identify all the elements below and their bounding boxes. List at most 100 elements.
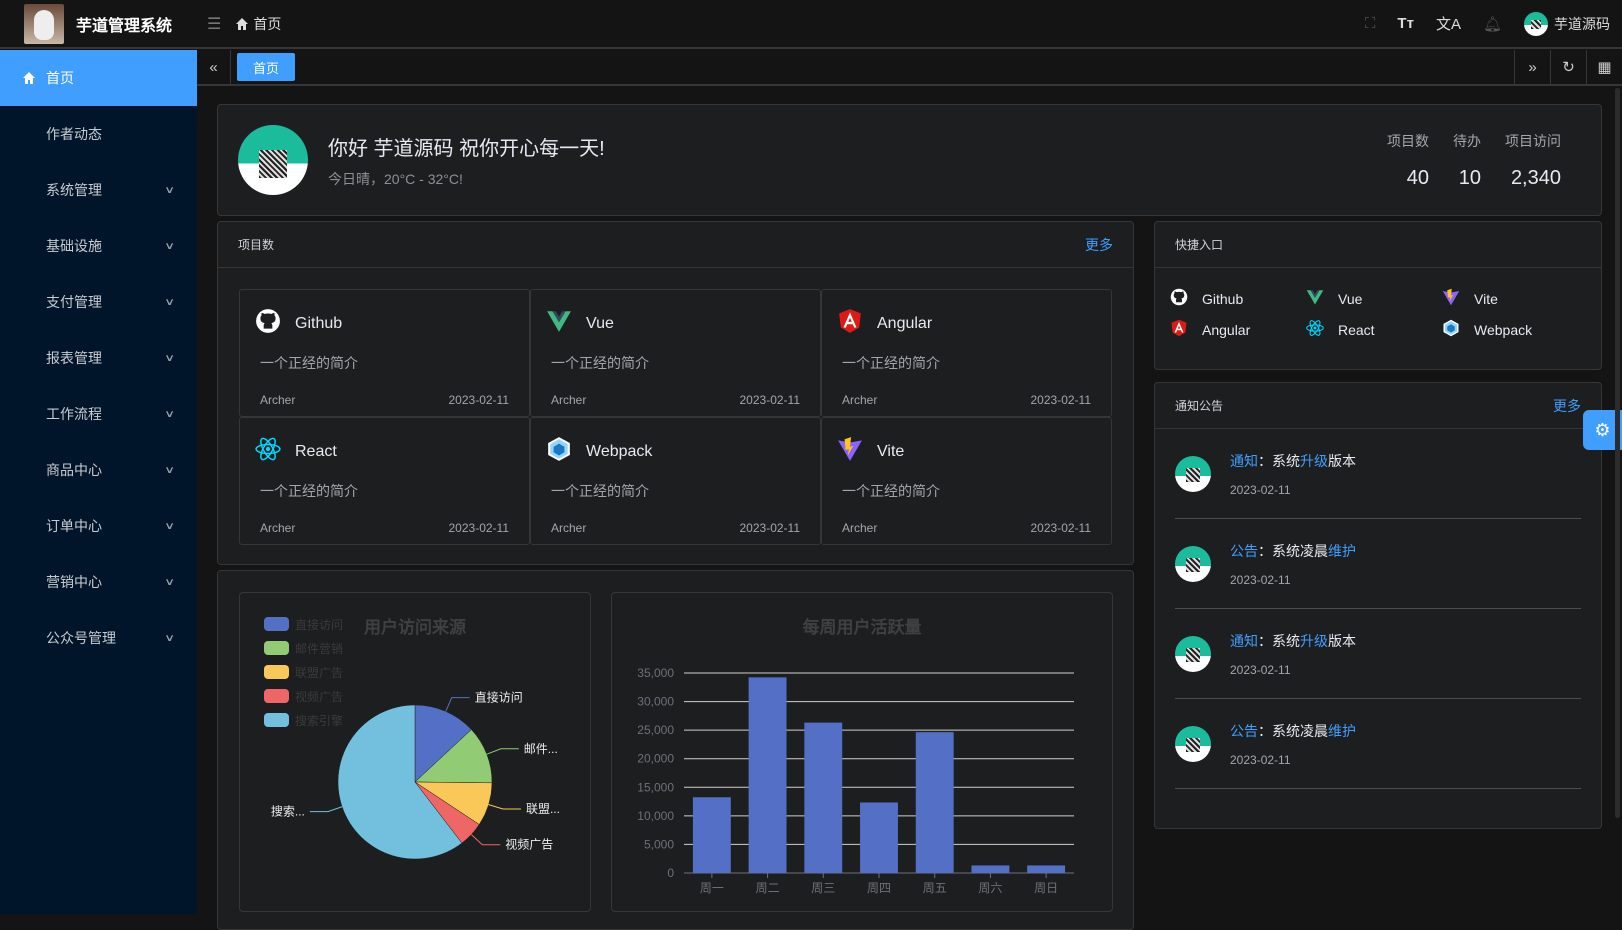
- pie-slice: [414, 729, 493, 784]
- scrollbar[interactable]: [1615, 88, 1620, 818]
- pie-label: 搜索...: [271, 804, 305, 819]
- pie-chart: 用户访问来源直接访问直接访问邮件营销邮件...联盟广告联盟...视频广告视频广告…: [264, 617, 560, 860]
- sidebar-item[interactable]: 基础设施 ∨: [0, 218, 197, 274]
- user-menu[interactable]: 芋道源码: [1524, 11, 1610, 36]
- welcome-card: 你好 芋道源码 祝你开心每一天! 今日晴，20°C - 32°C! 项目数 40 …: [217, 104, 1602, 216]
- sidebar-item[interactable]: 商品中心 ∨: [0, 442, 197, 498]
- quick-entry-item[interactable]: Vue: [1306, 288, 1442, 309]
- project-author: Archer: [551, 393, 587, 407]
- project-name: React: [295, 442, 337, 460]
- sidebar-item-label: 订单中心: [46, 518, 102, 534]
- sidebar: 首页 作者动态 系统管理 ∨ 基础设施 ∨ 支付管理 ∨ 报表管理 ∨ 工作流程 ∨ 商品中心 ∨ 订单中心…: [0, 50, 197, 914]
- sidebar-item[interactable]: 订单中心 ∨: [0, 498, 197, 554]
- project-desc: 一个正经的简介: [551, 355, 649, 371]
- user-name: 芋道源码: [1554, 15, 1610, 32]
- projects-title: 项目数: [238, 238, 275, 252]
- app-title: 芋道管理系统: [76, 17, 173, 35]
- stat-visits: 项目访问 2,340: [1505, 132, 1561, 189]
- project-name: Vue: [586, 314, 614, 332]
- notice-more-link[interactable]: 更多: [1553, 397, 1581, 414]
- quick-entry-label: React: [1338, 321, 1375, 338]
- notice-item[interactable]: 公告：系统凌晨维护 2023-02-11: [1175, 519, 1581, 609]
- project-date: 2023-02-11: [1030, 521, 1092, 535]
- refresh-icon[interactable]: ↻: [1550, 50, 1586, 84]
- y-tick-label: 30,000: [637, 695, 674, 709]
- breadcrumb[interactable]: 首页: [235, 14, 281, 34]
- sidebar-item[interactable]: 系统管理 ∨: [0, 162, 197, 218]
- pie-label-line: [445, 697, 470, 712]
- react-icon: [1306, 319, 1324, 340]
- bar: [971, 865, 1010, 873]
- y-tick-label: 20,000: [637, 752, 674, 766]
- webpack-icon: [546, 436, 572, 467]
- notice-type[interactable]: 通知: [1230, 632, 1258, 649]
- chevron-down-icon: ∨: [163, 184, 175, 196]
- logo[interactable]: 芋道管理系统: [0, 3, 197, 44]
- font-size-icon[interactable]: Tт: [1397, 15, 1414, 32]
- project-name: Vite: [877, 442, 905, 460]
- quick-entry-item[interactable]: Angular: [1170, 319, 1306, 340]
- bar: [860, 802, 898, 873]
- quick-entry-item[interactable]: Webpack: [1442, 319, 1578, 340]
- scroll-left-icon[interactable]: «: [197, 50, 231, 84]
- pie-label-line: [470, 834, 501, 846]
- bell-icon[interactable]: 🔔︎: [1482, 15, 1502, 33]
- notice-item[interactable]: 通知：系统升级版本 2023-02-11: [1175, 609, 1581, 699]
- breadcrumb-item[interactable]: 首页: [253, 15, 282, 32]
- sidebar-item-label: 作者动态: [46, 126, 102, 142]
- project-card[interactable]: React 一个正经的简介 Archer 2023-02-11: [239, 417, 530, 545]
- project-date: 2023-02-11: [1030, 393, 1092, 407]
- translate-icon[interactable]: 文A: [1435, 16, 1461, 33]
- notice-card: 通知公告 更多 通知：系统升级版本 2023-02-11 公告：系统凌晨维护 2023-…: [1154, 382, 1602, 829]
- sidebar-item[interactable]: 公众号管理 ∨: [0, 610, 197, 666]
- top-header: 芋道管理系统 ☰ 首页 ⛶ Tт 文A 🔔︎ 芋道源码: [0, 0, 1622, 49]
- tab-bar: « 首页 » ↻ ▦: [197, 50, 1622, 86]
- quick-entry-item[interactable]: Vite: [1442, 288, 1578, 309]
- menu-fold-icon[interactable]: ☰: [207, 15, 222, 33]
- notice-type[interactable]: 通知: [1230, 452, 1258, 469]
- project-card[interactable]: Vite 一个正经的简介 Archer 2023-02-11: [821, 417, 1112, 545]
- notice-item[interactable]: 通知：系统升级版本 2023-02-11: [1175, 429, 1581, 519]
- angular-icon: [837, 308, 863, 339]
- pie-slice: [414, 704, 472, 783]
- project-card[interactable]: Github 一个正经的简介 Archer 2023-02-11: [239, 289, 530, 417]
- charts-card: 用户访问来源 直接访问 直接访问 邮件营销 邮件... 联盟广告 联盟... 视频广告 视频广告…: [217, 570, 1134, 930]
- sidebar-item-label: 报表管理: [46, 350, 102, 366]
- tab-home[interactable]: 首页: [237, 53, 296, 81]
- bar-title: 每周用户活跃量: [803, 617, 922, 637]
- sidebar-item[interactable]: 作者动态: [0, 106, 197, 162]
- project-card[interactable]: Angular 一个正经的简介 Archer 2023-02-11: [821, 289, 1112, 417]
- project-date: 2023-02-11: [448, 521, 510, 535]
- fullscreen-icon[interactable]: ⛶: [1364, 15, 1376, 32]
- quick-entry-label: Vue: [1338, 290, 1363, 307]
- project-name: Github: [295, 314, 343, 332]
- sidebar-item-label: 工作流程: [46, 406, 102, 422]
- bar: [915, 732, 954, 873]
- sidebar-item[interactable]: 支付管理 ∨: [0, 274, 197, 330]
- sidebar-item[interactable]: 工作流程 ∨: [0, 386, 197, 442]
- pie-label: 邮件...: [524, 742, 558, 756]
- logo-image: [24, 3, 64, 44]
- sidebar-item[interactable]: 首页: [0, 50, 197, 106]
- chevron-down-icon: ∨: [163, 296, 175, 308]
- project-card[interactable]: Vue 一个正经的简介 Archer 2023-02-11: [530, 289, 821, 417]
- notice-type[interactable]: 公告: [1230, 722, 1258, 739]
- sidebar-item[interactable]: 营销中心 ∨: [0, 554, 197, 610]
- avatar: [1175, 635, 1211, 672]
- react-icon: [255, 436, 281, 467]
- sidebar-item-label: 营销中心: [46, 574, 102, 590]
- quick-entry-item[interactable]: React: [1306, 319, 1442, 340]
- quick-entry-item[interactable]: Github: [1170, 288, 1306, 309]
- projects-more-link[interactable]: 更多: [1085, 236, 1113, 253]
- legend-label: 直接访问: [295, 617, 343, 632]
- y-tick-label: 5,000: [644, 837, 674, 851]
- scroll-right-icon[interactable]: »: [1514, 50, 1550, 84]
- notice-type[interactable]: 公告: [1230, 542, 1258, 559]
- x-tick-label: 周一: [700, 881, 724, 895]
- grid-menu-icon[interactable]: ▦: [1586, 50, 1622, 84]
- project-card[interactable]: Webpack 一个正经的简介 Archer 2023-02-11: [530, 417, 821, 545]
- legend-label: 邮件营销: [295, 642, 343, 656]
- notice-item[interactable]: 公告：系统凌晨维护 2023-02-11: [1175, 699, 1581, 789]
- sidebar-item-label: 商品中心: [46, 462, 102, 478]
- sidebar-item[interactable]: 报表管理 ∨: [0, 330, 197, 386]
